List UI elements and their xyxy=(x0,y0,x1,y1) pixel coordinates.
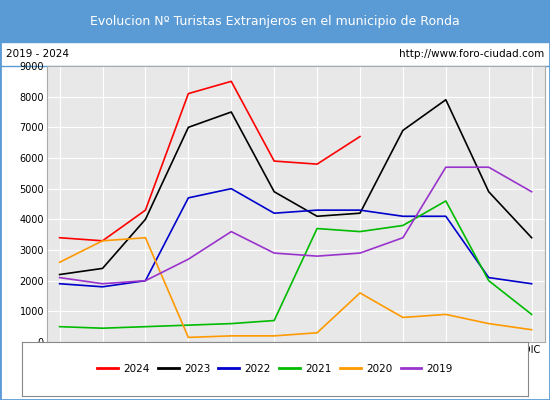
Text: Evolucion Nº Turistas Extranjeros en el municipio de Ronda: Evolucion Nº Turistas Extranjeros en el … xyxy=(90,14,460,28)
Text: http://www.foro-ciudad.com: http://www.foro-ciudad.com xyxy=(399,49,544,59)
Legend: 2024, 2023, 2022, 2021, 2020, 2019: 2024, 2023, 2022, 2021, 2020, 2019 xyxy=(93,360,457,378)
Text: 2019 - 2024: 2019 - 2024 xyxy=(6,49,69,59)
